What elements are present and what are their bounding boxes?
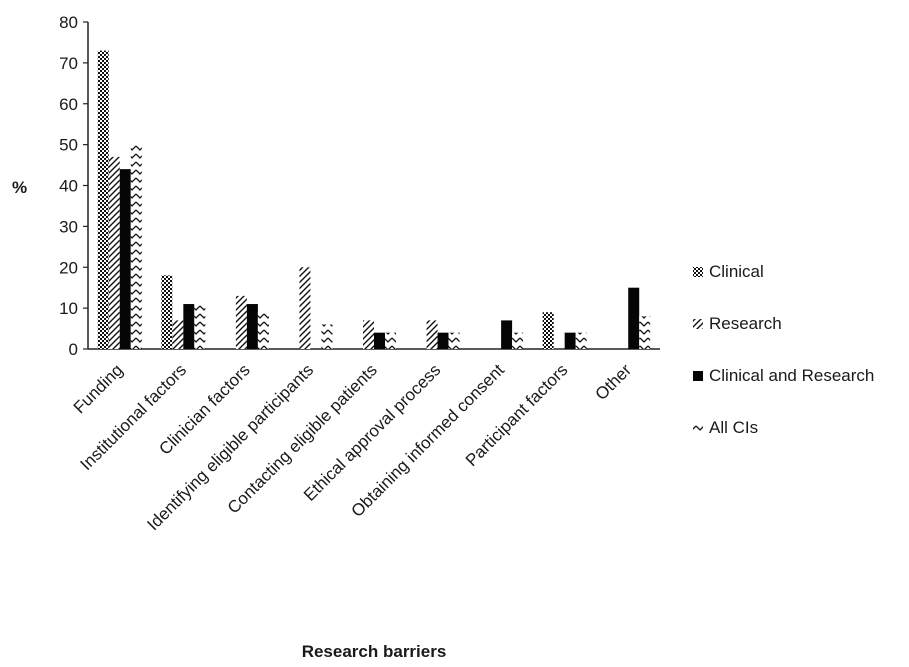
legend-label: All CIs <box>709 418 758 437</box>
legend: Clinical Research Clinical and Research All… <box>693 262 874 437</box>
bar <box>183 304 195 349</box>
bar <box>501 320 513 349</box>
bar <box>639 316 651 349</box>
y-axis-ticks: 0 10 20 30 40 50 60 70 80 <box>59 13 88 359</box>
series-clinical-and-research <box>119 169 640 349</box>
bar <box>575 332 587 349</box>
bar <box>321 324 333 349</box>
series-all-cis <box>130 144 651 349</box>
y-tick-label: 40 <box>59 177 78 196</box>
bar <box>172 320 184 349</box>
category-label: Other <box>592 360 636 404</box>
series-clinical <box>97 50 554 350</box>
bar <box>512 332 524 349</box>
legend-item: Clinical <box>693 262 764 281</box>
bar <box>374 332 385 349</box>
bar <box>437 332 449 349</box>
bar <box>542 312 554 349</box>
bar <box>363 320 374 349</box>
y-tick-label: 20 <box>59 258 78 277</box>
bar <box>246 304 258 349</box>
y-tick-label: 0 <box>69 340 78 359</box>
bar <box>257 312 269 349</box>
series-research <box>108 156 438 349</box>
bar <box>235 295 247 349</box>
bar <box>564 332 576 349</box>
bar <box>385 332 396 349</box>
y-tick-label: 70 <box>59 54 78 73</box>
bar <box>426 320 438 349</box>
legend-label: Research <box>709 314 782 333</box>
bar <box>97 50 109 350</box>
bar <box>299 267 311 349</box>
bar <box>119 169 131 349</box>
y-tick-label: 50 <box>59 136 78 155</box>
legend-swatch <box>693 423 703 433</box>
bar <box>628 287 640 349</box>
bar <box>194 304 206 349</box>
y-tick-label: 60 <box>59 95 78 114</box>
y-tick-label: 10 <box>59 299 78 318</box>
category-label: Funding <box>70 360 127 417</box>
legend-item: Clinical and Research <box>693 366 874 385</box>
category-label: Institutional factors <box>76 360 190 474</box>
legend-label: Clinical <box>709 262 764 281</box>
legend-swatch <box>693 267 703 277</box>
bar <box>161 275 173 349</box>
y-tick-label: 80 <box>59 13 78 32</box>
bar <box>130 144 142 349</box>
y-axis-title: % <box>12 178 27 197</box>
bar-series-group <box>97 50 651 350</box>
legend-swatch <box>693 371 703 381</box>
legend-item: Research <box>693 314 782 333</box>
legend-label: Clinical and Research <box>709 366 874 385</box>
bar <box>448 332 460 349</box>
bar <box>108 156 120 349</box>
legend-swatch <box>693 319 703 329</box>
legend-item: All CIs <box>693 418 758 437</box>
y-tick-label: 30 <box>59 217 78 236</box>
x-axis-title: Research barriers <box>302 642 447 661</box>
